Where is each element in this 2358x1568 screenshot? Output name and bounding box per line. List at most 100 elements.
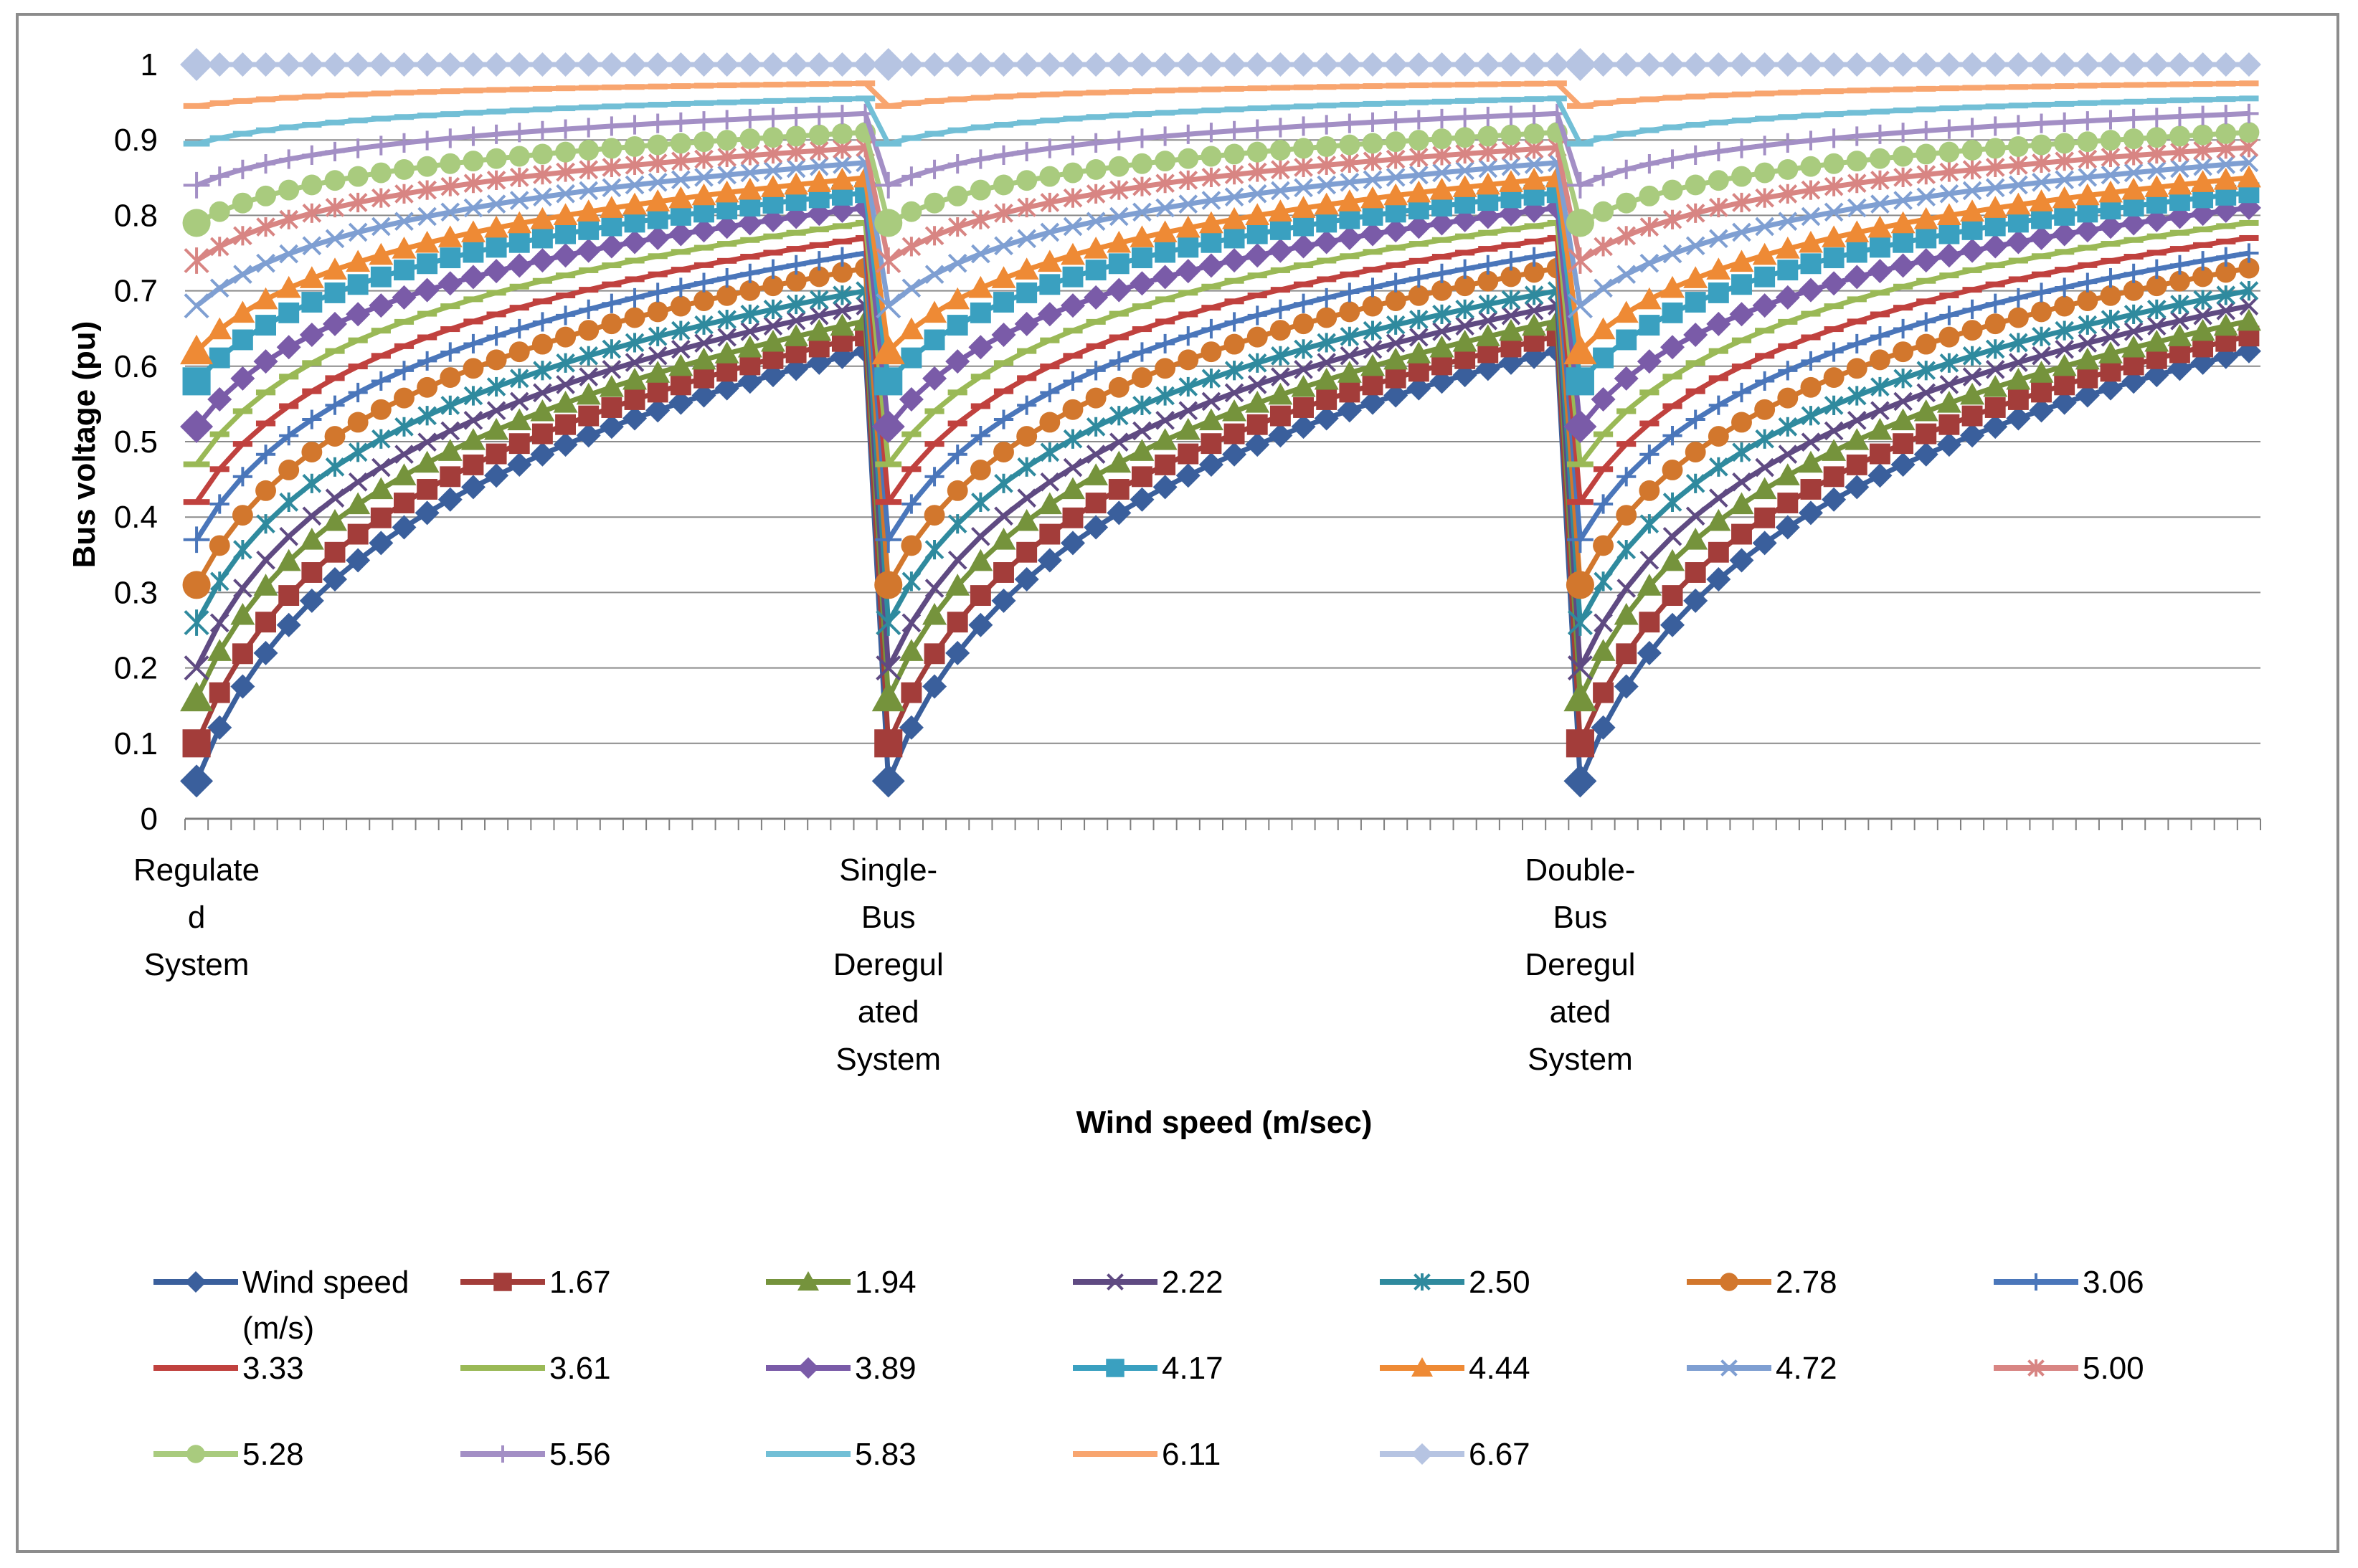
data-point <box>1593 135 1614 141</box>
y-tick-labels: 00.10.20.30.40.50.60.70.80.91 <box>114 47 158 837</box>
data-point <box>1685 562 1706 583</box>
data-point <box>1408 285 1429 306</box>
data-point <box>437 52 463 77</box>
data-point <box>299 588 324 613</box>
data-point <box>901 535 922 556</box>
data-point <box>1317 353 1337 372</box>
data-point <box>786 106 806 127</box>
data-point <box>348 118 368 124</box>
data-point <box>1086 417 1106 437</box>
data-point <box>233 579 252 598</box>
legend-label: 2.50 <box>1469 1265 1530 1300</box>
data-point <box>2101 165 2121 185</box>
data-point <box>786 255 806 275</box>
data-point <box>531 143 553 165</box>
data-point <box>417 310 437 317</box>
data-point <box>647 134 668 156</box>
data-point <box>740 98 760 105</box>
data-point <box>348 382 368 403</box>
data-point <box>369 531 394 556</box>
data-point <box>1431 280 1452 301</box>
data-point <box>717 99 737 105</box>
data-point <box>2123 254 2144 260</box>
data-point <box>183 499 210 505</box>
data-point <box>1245 391 1270 413</box>
data-point <box>509 318 529 339</box>
data-point <box>924 441 944 447</box>
data-point <box>1107 230 1132 253</box>
data-point <box>899 317 924 340</box>
data-point <box>2121 52 2146 77</box>
data-point <box>1132 153 1152 174</box>
data-point <box>394 417 414 437</box>
data-point <box>1752 531 1777 556</box>
data-point <box>1708 92 1728 99</box>
data-point <box>1224 277 1244 284</box>
data-point <box>1152 428 1178 450</box>
data-point <box>1109 334 1129 341</box>
data-point <box>1270 118 1290 138</box>
legend-label: 5.56 <box>549 1437 611 1472</box>
data-point <box>1685 93 1705 100</box>
data-point <box>2193 156 2212 176</box>
data-point <box>993 121 1014 128</box>
data-point <box>1317 103 1337 109</box>
data-point <box>1524 223 1544 229</box>
data-point <box>183 141 210 147</box>
legend-label: 1.94 <box>855 1265 917 1300</box>
legend-label: 6.67 <box>1469 1437 1530 1472</box>
data-point <box>1731 91 1752 98</box>
data-point <box>693 111 714 131</box>
data-point <box>2239 281 2259 301</box>
data-point <box>2101 147 2121 167</box>
data-point <box>486 108 506 115</box>
data-point <box>1985 360 2005 379</box>
data-point <box>2100 130 2121 151</box>
data-point <box>2170 311 2189 331</box>
data-point <box>2032 153 2051 174</box>
legend-label: 2.78 <box>1776 1265 1837 1300</box>
data-point <box>762 275 784 297</box>
data-point <box>2029 189 2054 212</box>
data-point <box>671 83 691 90</box>
data-point <box>1616 192 1637 214</box>
data-point <box>555 223 577 244</box>
data-point <box>1155 333 1175 354</box>
data-point <box>233 540 252 560</box>
data-point <box>1084 463 1109 485</box>
data-point <box>1246 223 1268 244</box>
data-point <box>232 159 252 179</box>
data-point <box>1178 237 1199 258</box>
data-point <box>463 110 483 116</box>
data-point <box>1406 341 1431 364</box>
data-point <box>2169 106 2190 127</box>
data-point <box>1246 326 1268 348</box>
data-point <box>968 335 993 360</box>
series-5.83 <box>183 95 2259 147</box>
data-point <box>714 180 739 203</box>
data-point <box>2052 52 2077 77</box>
data-point <box>556 353 575 373</box>
data-point <box>1801 206 1821 227</box>
data-point <box>1107 450 1132 473</box>
data-point <box>209 613 229 633</box>
data-point <box>279 149 299 169</box>
data-point <box>2123 237 2144 243</box>
data-point <box>1408 99 1429 105</box>
data-point <box>599 52 624 77</box>
data-point <box>1245 203 1270 226</box>
data-point <box>1317 155 1337 175</box>
data-point <box>648 102 668 108</box>
data-point <box>1268 52 1293 77</box>
data-point <box>2146 259 2167 279</box>
data-point <box>486 376 506 397</box>
data-point <box>1040 442 1060 462</box>
data-point <box>371 188 391 208</box>
data-point <box>1938 223 1960 244</box>
data-point <box>901 278 922 298</box>
data-point <box>1039 523 1061 545</box>
data-point <box>1063 353 1083 359</box>
data-point <box>1822 439 1847 461</box>
data-point <box>1339 134 1360 156</box>
data-point <box>1017 141 1037 162</box>
